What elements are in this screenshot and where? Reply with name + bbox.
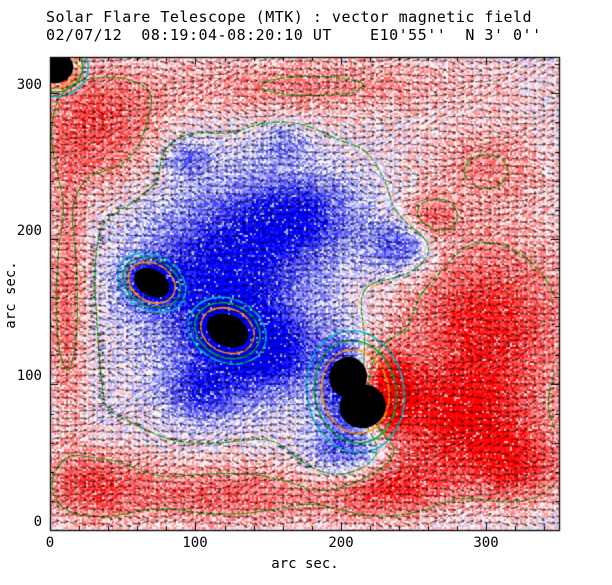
chart-subtitle: 02/07/12 08:19:04-08:20:10 UT E10'55'' N…	[46, 26, 542, 44]
y-axis-label: arc sec.	[3, 261, 19, 329]
x-axis-label: arc sec.	[271, 556, 339, 572]
x-tick-label-1: 100	[182, 535, 208, 551]
x-tick-label-3: 300	[473, 535, 499, 551]
y-tick-label-1: 100	[16, 368, 42, 384]
y-tick-label-2: 200	[16, 223, 42, 239]
y-tick-label-0: 0	[33, 514, 42, 530]
y-tick-label-3: 300	[16, 77, 42, 93]
x-tick-label-2: 200	[328, 535, 354, 551]
chart-title: Solar Flare Telescope (MTK) : vector mag…	[46, 8, 533, 26]
x-tick-label-0: 0	[45, 535, 55, 551]
